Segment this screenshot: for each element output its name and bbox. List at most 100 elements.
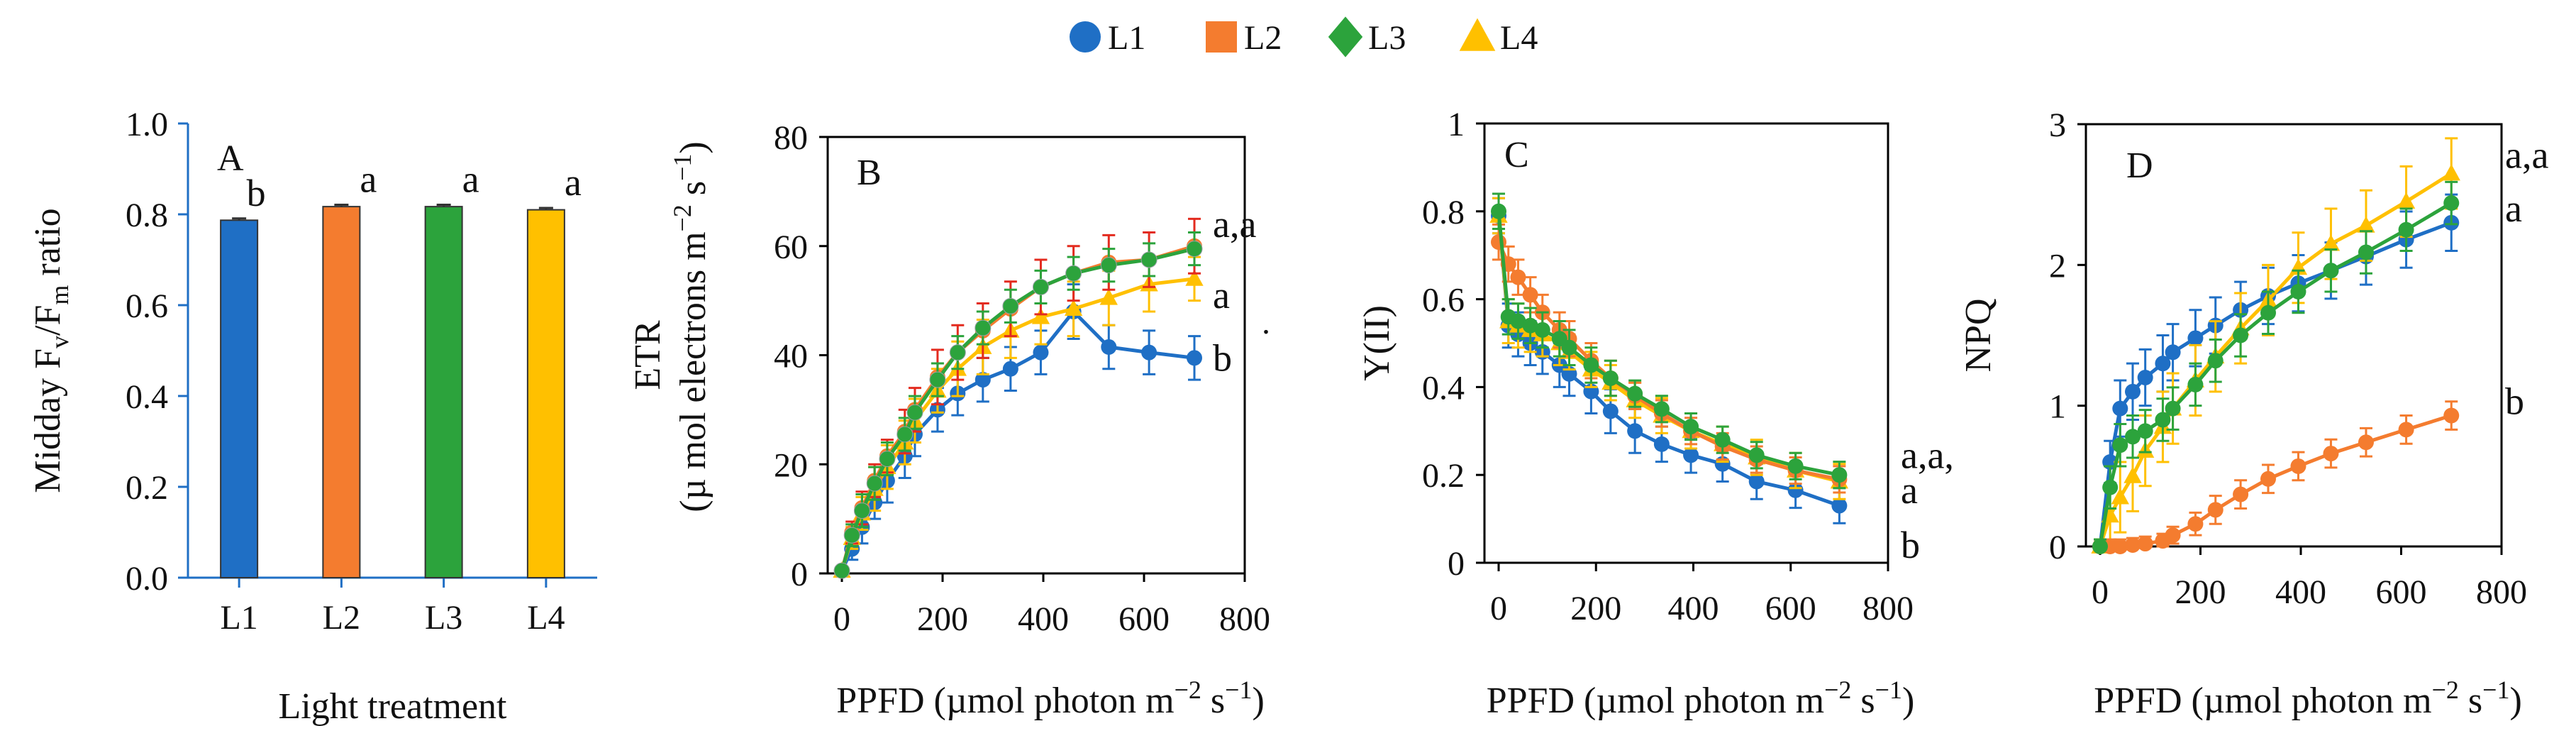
- x-tick-label: 800: [1862, 590, 1914, 627]
- data-point-l2: [2443, 407, 2460, 424]
- x-label-part: ): [1902, 681, 1914, 721]
- data-point-l3: [1561, 339, 1577, 356]
- plot-frame-d: [2084, 123, 2503, 548]
- data-point-l4: [2321, 234, 2341, 251]
- data-point-l2: [2165, 527, 2181, 544]
- stray-mark: .: [1262, 304, 1270, 341]
- data-point-l3: [2102, 479, 2119, 495]
- panel-label-c: C: [1504, 135, 1529, 175]
- x-label-part: ): [2509, 681, 2521, 721]
- data-point-l4: [2111, 488, 2129, 505]
- data-point-l1: [1653, 436, 1670, 452]
- data-point-l3: [833, 562, 850, 579]
- y-tick-label: 1: [2049, 388, 2066, 426]
- data-point-l3: [929, 371, 946, 388]
- y-label-superscript: −1: [668, 154, 696, 181]
- y-tick-label: 80: [774, 119, 808, 157]
- y-tick-label: 0.4: [1422, 369, 1465, 407]
- data-point-l2: [1510, 269, 1526, 285]
- data-point-l3: [1748, 447, 1765, 463]
- significance-letter-b: a: [1213, 274, 1230, 317]
- data-point-l3: [1787, 458, 1804, 474]
- x-tick-label: 400: [1018, 600, 1069, 638]
- x-label-part: s: [2459, 681, 2482, 721]
- data-point-l3: [2398, 221, 2414, 238]
- x-tick-label-l4: L4: [527, 599, 565, 637]
- data-point-l3: [1602, 370, 1619, 387]
- data-point-l2: [2323, 446, 2339, 462]
- x-label-part: s: [1201, 681, 1225, 721]
- data-point-l1: [2112, 400, 2128, 417]
- legend-label-l3: L3: [1368, 19, 1406, 57]
- data-point-l1: [1831, 497, 1848, 514]
- x-tick-label-l1: L1: [220, 599, 257, 637]
- data-point-l3: [866, 475, 883, 492]
- legend-label-l4: L4: [1500, 19, 1538, 57]
- data-point-l3: [843, 527, 860, 544]
- y-tick-label: 0: [2049, 529, 2066, 566]
- x-label-superscript: −1: [2482, 676, 2509, 704]
- data-point-l2: [2358, 434, 2374, 451]
- series-line-l2: [840, 244, 1195, 571]
- data-point-l3: [1510, 313, 1526, 329]
- data-point-l1: [975, 372, 991, 388]
- x-axis-label: PPFD (µmol photon m−2 s−1): [836, 676, 1265, 721]
- y-tick-label: 20: [774, 446, 808, 484]
- y-tick-label: 40: [774, 338, 808, 375]
- series-line-l1: [2098, 221, 2453, 547]
- data-point-l1: [1002, 361, 1018, 377]
- series-line-l1: [1497, 215, 1841, 507]
- data-point-l3: [1714, 431, 1731, 448]
- data-point-l3: [906, 404, 923, 421]
- legend-marker-l3: [1328, 16, 1363, 57]
- y-tick-label: 0.2: [126, 469, 168, 507]
- y-tick-label: 0.8: [1422, 194, 1465, 231]
- x-label-part: PPFD (µmol photon m: [2094, 681, 2431, 721]
- x-tick-label: 0: [833, 600, 850, 638]
- data-point-l2: [2260, 471, 2277, 487]
- data-point-l3: [1186, 241, 1203, 258]
- data-point-l3: [949, 344, 966, 361]
- bar-l4: [526, 209, 565, 579]
- y-label-part: ): [673, 141, 714, 153]
- y-axis-label-line1: ETR: [628, 320, 668, 390]
- significance-letter-d: a,a: [2505, 134, 2548, 177]
- significance-letter-c: a: [1901, 469, 1918, 512]
- x-label-part: PPFD (µmol photon m: [1487, 681, 1824, 721]
- significance-letter-d: b: [2505, 380, 2524, 423]
- data-point-l1: [2165, 344, 2181, 361]
- data-point-l4: [1099, 288, 1118, 305]
- panel-c: 0 0.2 0.4 0.6 0.8 1 0 200 400 600 800 a,a,ab C PPFD (…: [1357, 106, 1954, 721]
- data-point-l1: [1141, 344, 1157, 361]
- significance-letter-c: b: [1901, 524, 1920, 566]
- significance-letter-l4: a: [565, 161, 582, 204]
- y-axis-label: Y(II): [1357, 305, 1397, 381]
- data-point-l2: [1491, 234, 1506, 251]
- series-line-l2: [2100, 414, 2452, 549]
- data-point-l2: [2187, 516, 2204, 532]
- data-point-l3: [2260, 304, 2277, 321]
- y-tick-label: 0.8: [126, 197, 168, 234]
- data-point-l1: [2124, 383, 2141, 400]
- bar-l2: [322, 206, 361, 578]
- panel-d: 0 1 2 3 0 200 400 600 800 a,a a b D PPFD (µmol photon…: [1958, 106, 2548, 721]
- y-label-part: (µ mol electrons m: [673, 231, 714, 512]
- data-point-l3: [1583, 357, 1599, 373]
- y-tick-label: 60: [774, 229, 808, 266]
- series-l3: [2092, 180, 2460, 554]
- data-point-l3: [1627, 385, 1643, 402]
- data-point-l4: [2397, 192, 2416, 209]
- data-point-l3: [2112, 437, 2128, 453]
- y-tick-label: 0.6: [1422, 282, 1465, 319]
- data-point-l3: [975, 319, 992, 336]
- data-point-l2: [2233, 486, 2249, 502]
- series-line-l3: [840, 247, 1195, 571]
- y-axis-label: Midday Fv/Fm ratio: [28, 208, 74, 493]
- y-label-part: ratio: [28, 208, 68, 285]
- y-tick-label: 2: [2049, 247, 2066, 285]
- data-point-l3: [853, 502, 870, 519]
- x-tick-label-l3: L3: [425, 599, 462, 637]
- data-point-l2: [2137, 536, 2153, 552]
